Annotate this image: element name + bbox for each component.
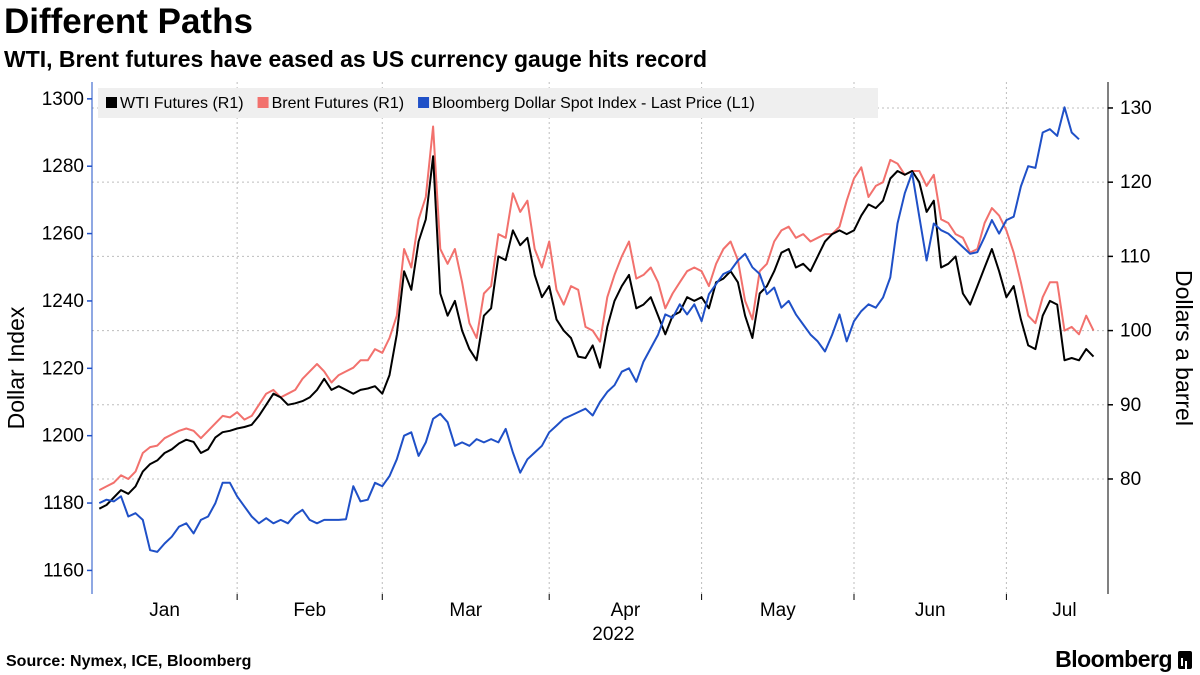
right-tick-label: 100 xyxy=(1120,321,1152,342)
right-tick-label: 130 xyxy=(1120,98,1152,119)
series-line-wti xyxy=(98,155,1095,510)
left-tick-label: 1160 xyxy=(43,560,84,581)
x-year-label: 2022 xyxy=(592,624,634,640)
x-tick-label: Feb xyxy=(293,600,326,621)
bloomberg-logo: Bloomberg xyxy=(1055,646,1192,673)
source-note: Source: Nymex, ICE, Bloomberg xyxy=(6,653,252,670)
legend-item-brent: Brent Futures (R1) xyxy=(272,95,404,112)
right-tick-label: 110 xyxy=(1120,246,1150,267)
x-tick-label: Jan xyxy=(149,600,180,621)
x-tick-label: Apr xyxy=(611,600,641,621)
line-chart: 1160 1180 1200 1220 1240 1260 1280 1300 80 90 100 1… xyxy=(3,82,1197,640)
right-tick-label: 80 xyxy=(1120,469,1141,490)
grid xyxy=(92,82,1108,594)
legend-item-dollar-index-swatch xyxy=(418,97,430,108)
left-tick-label: 1300 xyxy=(42,89,84,110)
chart-title: Different Paths xyxy=(4,2,253,41)
chart-subtitle: WTI, Brent futures have eased as US curr… xyxy=(4,46,707,72)
x-tick-label: Jul xyxy=(1052,600,1076,621)
left-tick-label: 1260 xyxy=(42,224,84,245)
legend: WTI Futures (R1) Brent Futures (R1) Bloomb… xyxy=(98,88,878,118)
bloomberg-terminal-icon xyxy=(1178,650,1192,669)
left-tick-label: 1200 xyxy=(42,426,84,447)
legend-background xyxy=(98,88,878,118)
right-tick-label: 90 xyxy=(1120,395,1141,416)
left-tick-label: 1280 xyxy=(42,156,84,177)
left-tick-label: 1240 xyxy=(42,291,84,312)
x-tick-label: May xyxy=(760,600,796,621)
x-tick-label: Jun xyxy=(915,600,946,621)
left-axis-title: Dollar Index xyxy=(3,306,29,429)
series-line-dollar-index xyxy=(98,106,1080,553)
right-axis-title: Dollars a barrel xyxy=(1171,270,1197,426)
axes: 1160 1180 1200 1220 1240 1260 1280 1300 80 90 100 1… xyxy=(3,82,1197,640)
brand-name: Bloomberg xyxy=(1055,646,1172,672)
left-tick-label: 1180 xyxy=(43,493,84,514)
x-tick-label: Mar xyxy=(449,600,482,621)
right-tick-label: 120 xyxy=(1120,172,1152,193)
legend-item-brent-swatch xyxy=(257,97,269,108)
legend-item-dollar-index: Bloomberg Dollar Spot Index - Last Price… xyxy=(432,95,755,112)
legend-item-wti-swatch xyxy=(106,97,117,108)
series-lines xyxy=(98,106,1095,553)
series-line-brent xyxy=(98,125,1095,491)
legend-item-wti: WTI Futures (R1) xyxy=(120,95,244,112)
left-tick-label: 1220 xyxy=(42,358,84,379)
